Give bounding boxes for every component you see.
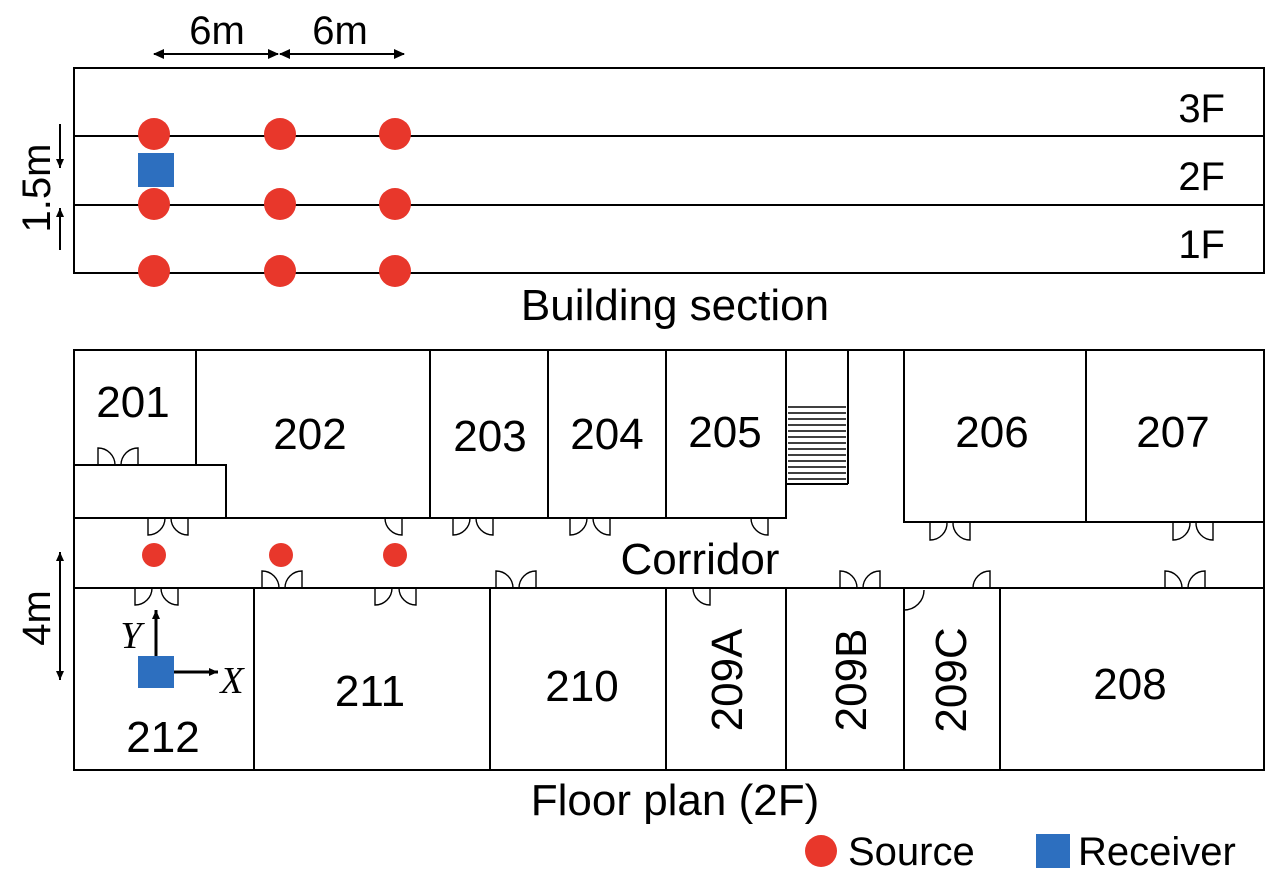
floor-label-2f: 2F	[1178, 155, 1225, 199]
corridor-label: Corridor	[621, 535, 780, 584]
source-marker	[138, 188, 170, 220]
room-201-annex	[74, 464, 227, 518]
dim-label-6m-left: 6m	[189, 9, 245, 53]
room-212: 212	[126, 713, 199, 762]
legend-receiver-icon	[1036, 834, 1070, 868]
dim-label-4m: 4m	[15, 590, 59, 646]
source-marker	[138, 255, 170, 287]
source-marker	[264, 118, 296, 150]
legend: Source Receiver	[805, 830, 1236, 874]
floor-label-3f: 3F	[1178, 87, 1225, 131]
room-209c: 209C	[927, 627, 976, 732]
room-210: 210	[545, 662, 618, 711]
building-section: 3F 2F 1F 6m 6m 1.5m Building section	[15, 9, 1265, 330]
room-209a: 209A	[703, 628, 752, 731]
source-marker	[264, 255, 296, 287]
plan-title: Floor plan (2F)	[531, 776, 820, 825]
stairs	[786, 350, 849, 485]
section-title: Building section	[521, 281, 829, 330]
source-marker	[138, 118, 170, 150]
room-202: 202	[273, 410, 346, 459]
receiver-marker	[138, 153, 174, 187]
room-207: 207	[1136, 408, 1209, 457]
y-axis-label: Y	[120, 615, 145, 657]
room-209b: 209B	[827, 629, 876, 732]
source-marker	[379, 188, 411, 220]
source-marker	[264, 188, 296, 220]
source-marker	[269, 543, 293, 567]
room-201: 201	[96, 378, 169, 427]
source-marker	[142, 543, 166, 567]
corridor-wall-north-left	[74, 350, 787, 519]
dim-label-1-5m: 1.5m	[15, 144, 59, 233]
dim-label-6m-right: 6m	[312, 9, 368, 53]
room-205: 205	[688, 408, 761, 457]
floor-plan: 201 202 203 204 205 206 207 Corridor 211…	[15, 349, 1265, 825]
legend-source-label: Source	[848, 830, 975, 874]
receiver-marker	[138, 656, 174, 688]
legend-source-icon	[805, 835, 837, 867]
room-203: 203	[453, 412, 526, 461]
legend-receiver-label: Receiver	[1078, 830, 1236, 874]
source-marker	[383, 543, 407, 567]
room-206: 206	[955, 408, 1028, 457]
corridor-wall-north-right	[903, 350, 1264, 523]
plan-outline	[73, 349, 1265, 771]
room-211: 211	[335, 667, 405, 716]
source-marker	[379, 118, 411, 150]
x-axis-label: X	[218, 660, 245, 702]
section-outline	[73, 67, 1265, 274]
room-204: 204	[570, 410, 643, 459]
source-marker	[379, 255, 411, 287]
doors	[97, 447, 1214, 611]
floor-label-1f: 1F	[1178, 223, 1225, 267]
room-208: 208	[1093, 660, 1166, 709]
